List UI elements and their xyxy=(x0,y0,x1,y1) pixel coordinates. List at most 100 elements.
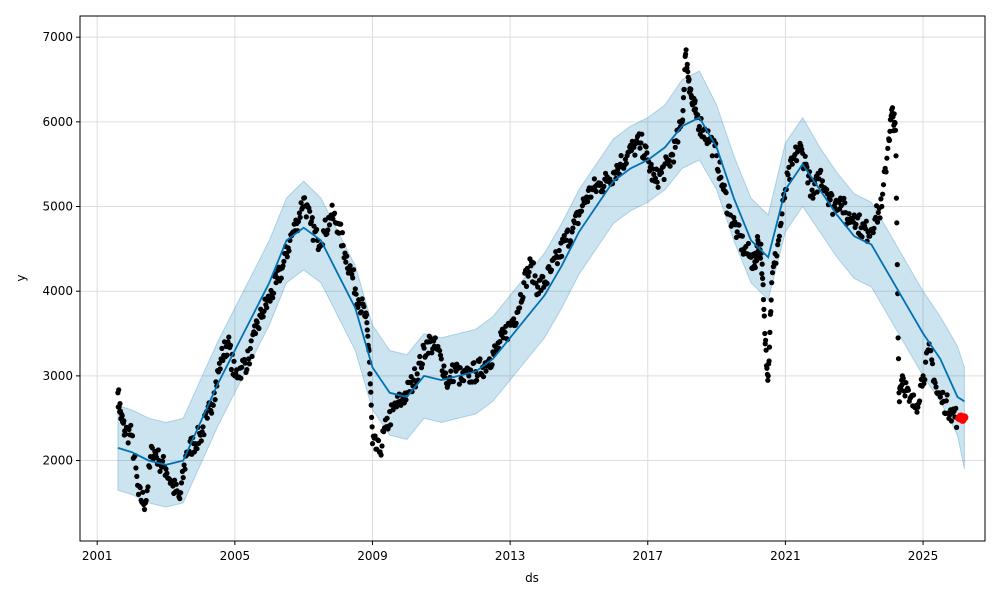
observed-point xyxy=(450,378,456,385)
observed-point xyxy=(226,334,232,340)
y-tick-label: 5000 xyxy=(42,200,73,214)
observed-point xyxy=(658,170,665,176)
observed-points xyxy=(115,47,961,513)
observed-point xyxy=(718,174,724,180)
observed-point xyxy=(766,358,772,364)
x-axis-ticks: 2001 2005 2009 2013 2017 2021 2025 xyxy=(82,541,938,563)
observed-point xyxy=(880,182,887,188)
observed-point xyxy=(914,409,920,415)
observed-point xyxy=(928,348,934,354)
observed-point xyxy=(441,363,447,369)
observed-point xyxy=(875,209,881,216)
observed-point xyxy=(915,404,921,410)
observed-point xyxy=(352,286,358,292)
observed-point xyxy=(157,468,163,474)
observed-point xyxy=(675,139,681,145)
observed-point xyxy=(125,440,131,446)
observed-point xyxy=(172,477,178,483)
observed-point xyxy=(164,470,170,476)
observed-point xyxy=(637,145,643,151)
observed-point xyxy=(510,316,517,322)
observed-point xyxy=(126,426,132,433)
observed-point xyxy=(177,496,183,502)
observed-point xyxy=(119,413,125,419)
plot-frame xyxy=(79,15,986,542)
observed-point xyxy=(390,407,396,413)
y-tick-label: 7000 xyxy=(42,30,73,44)
observed-point xyxy=(369,424,375,430)
observed-point xyxy=(723,190,729,196)
observed-point xyxy=(133,465,139,471)
observed-point xyxy=(559,253,565,259)
observed-point xyxy=(917,398,923,404)
observed-point xyxy=(242,360,248,366)
observed-point xyxy=(347,263,353,269)
observed-point xyxy=(210,402,216,408)
observed-point xyxy=(885,145,891,151)
observed-point xyxy=(163,466,169,472)
observed-point xyxy=(284,254,290,260)
observed-point xyxy=(134,473,140,479)
observed-point xyxy=(680,117,686,123)
observed-point xyxy=(520,294,526,300)
observed-point xyxy=(922,377,928,383)
observed-point xyxy=(726,203,733,209)
observed-point xyxy=(765,377,771,383)
observed-point xyxy=(238,375,244,381)
observed-point xyxy=(535,284,541,290)
observed-point xyxy=(761,313,767,319)
y-tick-label: 6000 xyxy=(42,115,73,129)
observed-point xyxy=(778,220,784,226)
observed-point xyxy=(905,387,912,393)
observed-point xyxy=(870,230,876,236)
observed-point xyxy=(364,327,370,333)
observed-point xyxy=(779,211,785,217)
observed-point xyxy=(117,401,123,407)
observed-point xyxy=(853,221,859,227)
observed-point xyxy=(438,356,444,362)
observed-point xyxy=(429,350,435,356)
observed-point xyxy=(655,184,661,190)
observed-point xyxy=(296,210,302,216)
observed-point xyxy=(680,95,687,101)
observed-point xyxy=(264,305,270,311)
observed-point xyxy=(403,397,409,403)
observed-point xyxy=(895,356,902,362)
observed-point xyxy=(775,237,782,243)
observed-point xyxy=(351,267,357,273)
observed-point xyxy=(329,202,335,208)
observed-point xyxy=(767,329,773,335)
observed-point xyxy=(829,192,835,198)
observed-point xyxy=(570,225,576,231)
observed-point xyxy=(260,314,266,320)
observed-point xyxy=(249,353,255,359)
observed-point xyxy=(330,216,336,222)
observed-point xyxy=(696,123,703,130)
observed-point xyxy=(721,182,727,188)
observed-point xyxy=(838,203,844,209)
observed-point xyxy=(477,356,483,362)
observed-point xyxy=(900,375,906,381)
observed-point xyxy=(774,253,780,259)
observed-point xyxy=(734,229,740,235)
observed-point xyxy=(375,438,382,444)
observed-point xyxy=(715,168,721,174)
observed-point xyxy=(892,127,899,133)
observed-point xyxy=(672,144,678,150)
observed-point xyxy=(448,368,454,374)
observed-point xyxy=(591,176,598,182)
observed-point xyxy=(683,51,689,57)
observed-point xyxy=(565,227,571,233)
observed-point xyxy=(937,394,943,400)
observed-point xyxy=(763,347,769,353)
observed-point xyxy=(892,120,898,126)
observed-point xyxy=(612,170,618,176)
observed-point xyxy=(182,466,188,472)
observed-point xyxy=(369,441,376,447)
observed-point xyxy=(554,261,561,267)
observed-point xyxy=(368,389,374,395)
observed-point xyxy=(310,237,316,243)
observed-point xyxy=(200,424,206,430)
observed-point xyxy=(871,225,877,231)
observed-point xyxy=(140,489,146,495)
